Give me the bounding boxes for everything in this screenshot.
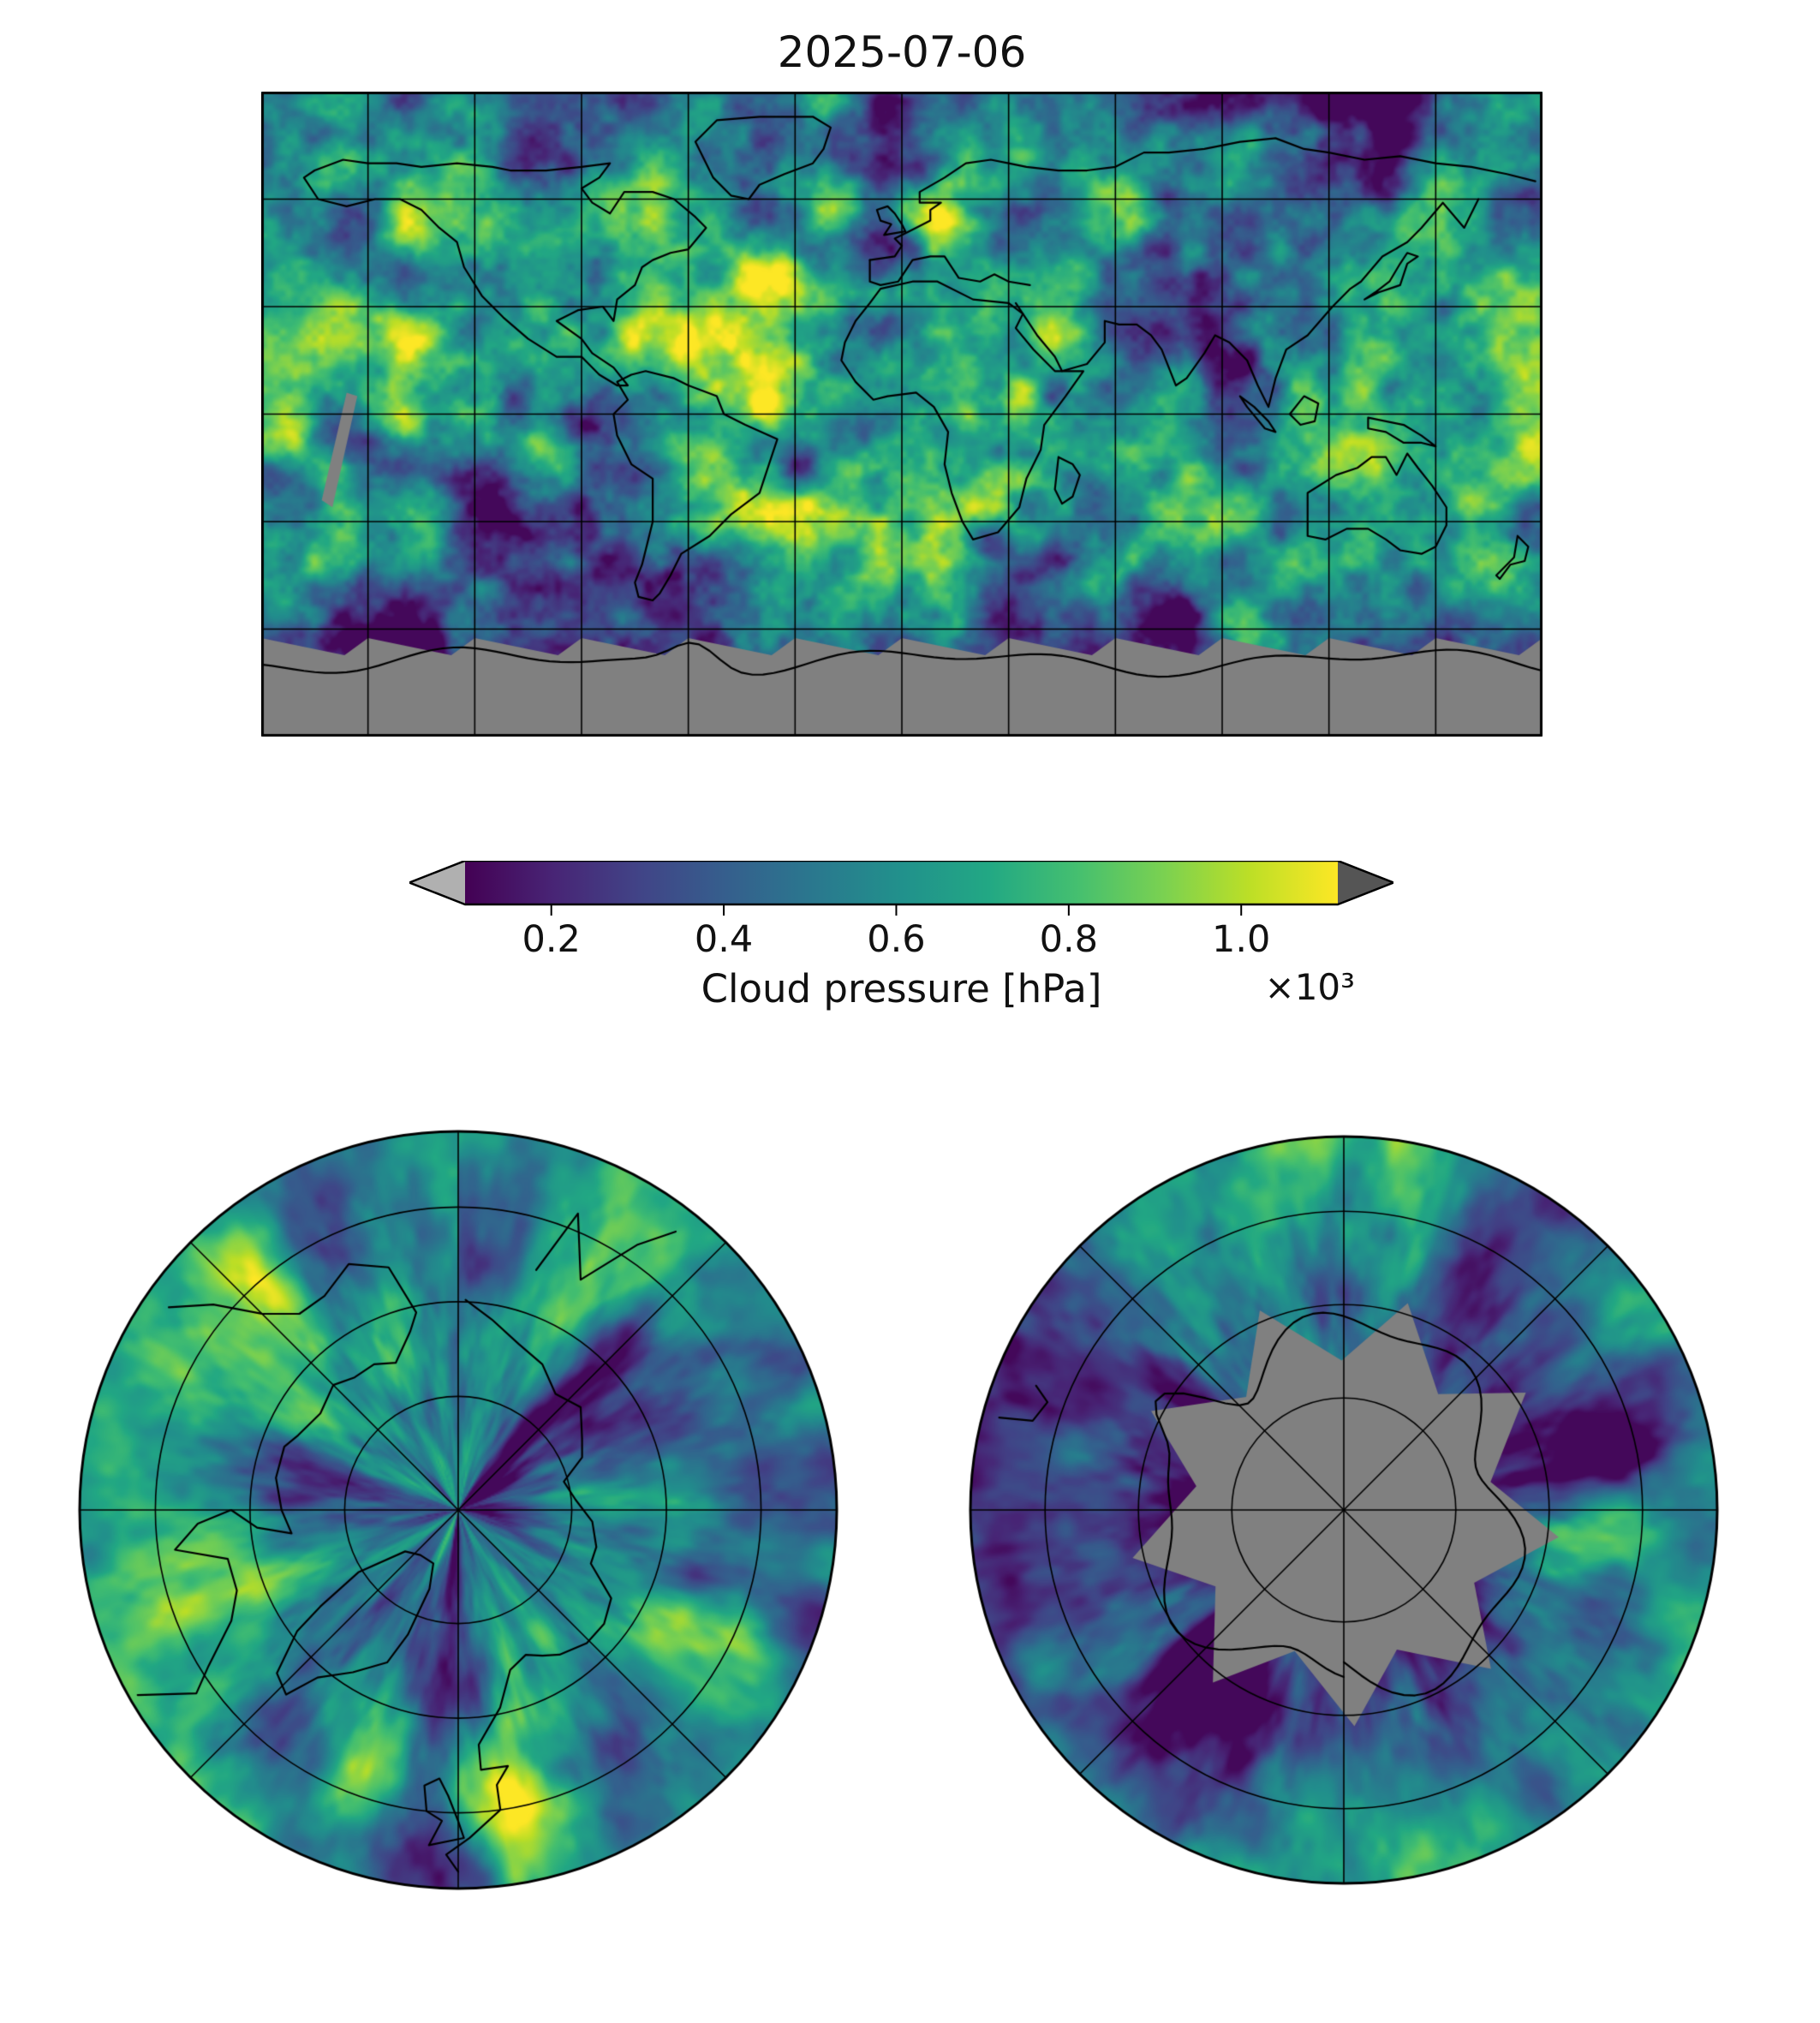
- colorbar-tick-label: 0.4: [694, 918, 754, 961]
- colorbar-multiplier: ×10³: [1264, 966, 1355, 1008]
- colorbar-tick-label: 0.6: [867, 918, 926, 961]
- colorbar-tick-label: 1.0: [1212, 918, 1271, 961]
- colorbar-outline: [409, 861, 1393, 906]
- colorbar-tick-marks: [550, 904, 1243, 916]
- colorbar-tick-label: 0.8: [1039, 918, 1099, 961]
- world-map-panel: [261, 92, 1543, 737]
- colorbar-under-arrow: [409, 861, 465, 904]
- colorbar-tick-label: 0.2: [522, 918, 581, 961]
- north-polar-panel: [76, 1128, 840, 1892]
- figure-title: 2025-07-06: [777, 27, 1027, 77]
- colorbar-over-arrow: [1338, 861, 1393, 904]
- south-polar-panel: [967, 1133, 1721, 1887]
- colorbar: [409, 861, 1393, 916]
- colorbar-gradient-bar: [465, 861, 1338, 904]
- colorbar-label: Cloud pressure [hPa]: [701, 966, 1102, 1012]
